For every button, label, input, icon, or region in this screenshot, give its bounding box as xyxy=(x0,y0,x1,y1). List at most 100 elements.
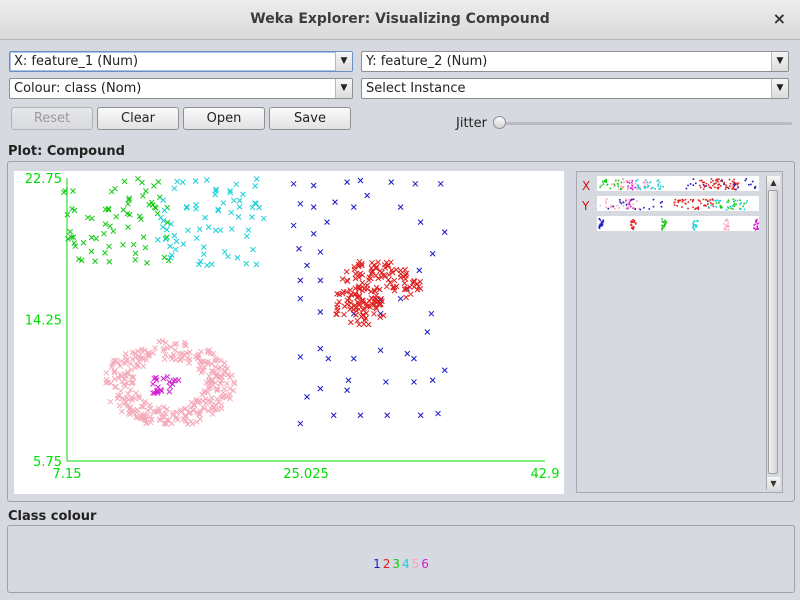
data-point-class-1[interactable] xyxy=(417,412,424,419)
data-point-class-1[interactable] xyxy=(344,179,350,186)
data-point-class-2[interactable] xyxy=(352,291,359,298)
data-point-class-5[interactable] xyxy=(214,396,221,402)
data-point-class-3[interactable] xyxy=(102,221,109,227)
data-point-class-4[interactable] xyxy=(260,215,267,222)
data-point-class-3[interactable] xyxy=(132,256,139,263)
data-point-class-2[interactable] xyxy=(347,319,354,326)
data-point-class-3[interactable] xyxy=(151,204,158,211)
data-point-class-3[interactable] xyxy=(120,207,127,213)
data-point-class-3[interactable] xyxy=(68,234,75,241)
data-point-class-6[interactable] xyxy=(175,377,182,384)
data-point-class-5[interactable] xyxy=(118,373,125,380)
data-point-class-3[interactable] xyxy=(60,189,67,196)
data-point-class-3[interactable] xyxy=(121,178,128,185)
data-point-class-1[interactable] xyxy=(330,412,337,419)
data-point-class-1[interactable] xyxy=(310,204,317,210)
data-point-class-6[interactable] xyxy=(166,379,173,385)
data-point-class-5[interactable] xyxy=(118,408,125,415)
jitter-slider-knob[interactable] xyxy=(493,116,506,129)
data-point-class-4[interactable] xyxy=(196,261,202,268)
data-point-class-5[interactable] xyxy=(184,350,190,357)
data-point-class-4[interactable] xyxy=(215,207,222,214)
data-point-class-2[interactable] xyxy=(385,262,392,268)
data-point-class-1[interactable] xyxy=(297,420,304,427)
data-point-class-1[interactable] xyxy=(310,230,317,237)
data-point-class-3[interactable] xyxy=(102,206,109,213)
data-point-class-5[interactable] xyxy=(184,421,191,427)
data-point-class-2[interactable] xyxy=(341,303,348,310)
data-point-class-3[interactable] xyxy=(80,239,87,246)
data-point-class-1[interactable] xyxy=(388,179,395,186)
data-point-class-2[interactable] xyxy=(402,266,408,273)
data-point-class-5[interactable] xyxy=(103,369,110,376)
data-point-class-2[interactable] xyxy=(354,294,360,301)
data-point-class-5[interactable] xyxy=(133,354,139,361)
data-point-class-5[interactable] xyxy=(129,397,136,403)
data-point-class-5[interactable] xyxy=(125,390,132,397)
data-point-class-5[interactable] xyxy=(224,380,230,387)
data-point-class-6[interactable] xyxy=(164,373,171,380)
data-point-class-2[interactable] xyxy=(348,291,355,298)
data-point-class-4[interactable] xyxy=(158,214,164,221)
data-point-class-5[interactable] xyxy=(117,363,123,369)
data-point-class-2[interactable] xyxy=(343,268,350,275)
data-point-class-5[interactable] xyxy=(111,357,118,364)
data-point-class-4[interactable] xyxy=(163,226,170,233)
data-point-class-5[interactable] xyxy=(221,385,228,392)
data-point-class-5[interactable] xyxy=(198,369,205,376)
data-point-class-2[interactable] xyxy=(344,278,351,284)
data-point-class-6[interactable] xyxy=(166,388,173,395)
data-point-class-2[interactable] xyxy=(369,268,376,274)
data-point-class-5[interactable] xyxy=(155,408,161,414)
data-point-class-2[interactable] xyxy=(415,283,422,290)
data-point-class-2[interactable] xyxy=(380,312,387,319)
data-point-class-5[interactable] xyxy=(196,358,203,364)
data-point-class-4[interactable] xyxy=(180,241,187,248)
data-point-class-4[interactable] xyxy=(236,204,243,210)
data-point-class-5[interactable] xyxy=(204,389,211,396)
data-point-class-5[interactable] xyxy=(197,416,204,422)
scroll-up-icon[interactable]: ▲ xyxy=(767,176,780,189)
data-point-class-4[interactable] xyxy=(252,183,259,189)
data-point-class-1[interactable] xyxy=(297,200,304,207)
data-point-class-5[interactable] xyxy=(197,362,204,369)
data-point-class-5[interactable] xyxy=(199,391,205,398)
select-instance-select[interactable]: Select Instance ▼ xyxy=(361,78,789,99)
attribute-strip-3[interactable] xyxy=(597,216,760,231)
data-point-class-3[interactable] xyxy=(126,211,133,218)
data-point-class-2[interactable] xyxy=(341,311,347,318)
data-point-class-5[interactable] xyxy=(173,409,180,416)
data-point-class-1[interactable] xyxy=(424,329,431,335)
data-point-class-4[interactable] xyxy=(205,224,212,231)
data-point-class-5[interactable] xyxy=(217,357,224,364)
data-point-class-5[interactable] xyxy=(173,414,180,420)
data-point-class-5[interactable] xyxy=(156,416,163,422)
data-point-class-5[interactable] xyxy=(210,368,217,375)
data-point-class-2[interactable] xyxy=(358,313,365,320)
data-point-class-5[interactable] xyxy=(179,354,186,361)
data-point-class-4[interactable] xyxy=(250,246,256,253)
data-point-class-6[interactable] xyxy=(154,387,161,394)
data-point-class-5[interactable] xyxy=(214,406,221,413)
data-point-class-5[interactable] xyxy=(210,405,217,411)
data-point-class-5[interactable] xyxy=(212,363,219,370)
data-point-class-5[interactable] xyxy=(111,368,118,374)
data-point-class-3[interactable] xyxy=(148,199,155,206)
data-point-class-5[interactable] xyxy=(161,356,168,363)
data-point-class-5[interactable] xyxy=(148,416,155,423)
data-point-class-3[interactable] xyxy=(144,260,150,266)
attribute-strip-2[interactable] xyxy=(597,196,759,211)
data-point-class-1[interactable] xyxy=(317,249,324,255)
data-point-class-5[interactable] xyxy=(128,374,135,380)
data-point-class-4[interactable] xyxy=(240,191,246,198)
data-point-class-5[interactable] xyxy=(126,410,132,416)
data-point-class-5[interactable] xyxy=(128,380,135,386)
data-point-class-5[interactable] xyxy=(186,410,193,417)
data-point-class-2[interactable] xyxy=(358,262,365,269)
data-point-class-5[interactable] xyxy=(124,380,130,386)
data-point-class-4[interactable] xyxy=(249,214,255,220)
attribute-strip-1[interactable] xyxy=(597,176,759,191)
data-point-class-4[interactable] xyxy=(161,207,168,214)
data-point-class-2[interactable] xyxy=(356,321,362,328)
data-point-class-1[interactable] xyxy=(384,412,391,419)
